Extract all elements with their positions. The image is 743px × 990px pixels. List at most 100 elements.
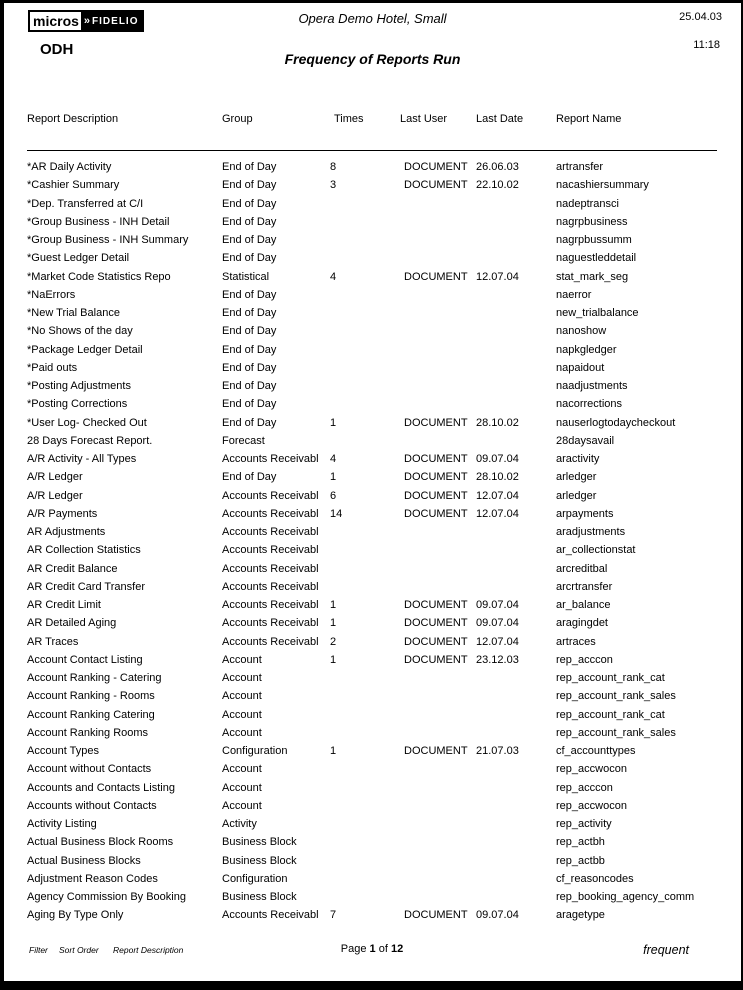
cell-report-description: *Group Business - INH Summary [27, 234, 189, 247]
table-row: A/R Ledger End of Day 1 DOCUMENT 28.10.02 arl… [27, 468, 717, 486]
cell-report-name: rep_accwocon [556, 763, 627, 776]
table-row: *Posting Adjustments End of Day naadjustme… [27, 377, 717, 395]
cell-times: 1 [330, 416, 337, 429]
cell-report-description: *NaErrors [27, 288, 76, 301]
cell-last-user: DOCUMENT [404, 909, 468, 922]
cell-report-description: Accounts without Contacts [27, 799, 157, 812]
table-row: 28 Days Forecast Report. Forecast 28daysav… [27, 432, 717, 450]
table-row: *New Trial Balance End of Day new_trialbal… [27, 304, 717, 322]
page-indicator: Page 1 of 12 [27, 943, 717, 955]
table-row: Agency Commission By Booking Business Blo… [27, 888, 717, 906]
table-row: *Package Ledger Detail End of Day napkgled… [27, 341, 717, 359]
cell-report-name: cf_reasoncodes [556, 872, 634, 885]
cell-group: End of Day [222, 398, 277, 411]
table-row: AR Traces Accounts Receivabl 2 DOCUMENT 12.0… [27, 633, 717, 651]
cell-report-name: new_trialbalance [556, 307, 639, 320]
table-row: *Paid outs End of Day napaidout [27, 359, 717, 377]
table-row: Account Ranking - Catering Account rep_acc… [27, 669, 717, 687]
cell-group: Account [222, 672, 262, 685]
cell-group: Configuration [222, 745, 288, 758]
cell-report-name: cf_accounttypes [556, 745, 636, 758]
cell-group: Accounts Receivabl [222, 489, 319, 502]
cell-group: Configuration [222, 872, 288, 885]
cell-report-name: nauserlogtodaycheckout [556, 416, 676, 429]
cell-report-description: AR Credit Card Transfer [27, 580, 145, 593]
report-file-name: frequent [643, 943, 689, 957]
cell-last-date: 28.10.02 [476, 416, 519, 429]
cell-report-name: nanoshow [556, 325, 607, 338]
cell-report-name: rep_account_rank_cat [556, 672, 665, 685]
table-row: *User Log- Checked Out End of Day 1 DOCUMEN… [27, 414, 717, 432]
cell-report-name: rep_booking_agency_comm [556, 891, 695, 904]
cell-group: End of Day [222, 361, 277, 374]
table-row: Actual Business Block Rooms Business Bloc… [27, 833, 717, 851]
table-row: Account Ranking - Rooms Account rep_accoun… [27, 687, 717, 705]
table-row: AR Collection Statistics Accounts Receiva… [27, 541, 717, 559]
cell-report-description: *Paid outs [27, 361, 78, 374]
cell-report-name: arledger [556, 489, 597, 502]
report-date: 25.04.03 [679, 11, 722, 23]
cell-last-user: DOCUMENT [404, 635, 468, 648]
cell-group: End of Day [222, 416, 277, 429]
cell-last-user: DOCUMENT [404, 270, 468, 283]
cell-group: Accounts Receivabl [222, 507, 319, 520]
cell-report-name: stat_mark_seg [556, 270, 629, 283]
table-row: Accounts and Contacts Listing Account rep_… [27, 779, 717, 797]
sort-order-value: Report Description [113, 945, 184, 955]
cell-group: Accounts Receivabl [222, 635, 319, 648]
table-row: AR Detailed Aging Accounts Receivabl 1 DOCU… [27, 614, 717, 632]
cell-last-user: DOCUMENT [404, 745, 468, 758]
fidelio-label: FIDELIO [92, 16, 139, 27]
cell-group: End of Day [222, 325, 277, 338]
cell-times: 8 [330, 161, 337, 174]
cell-group: End of Day [222, 161, 277, 174]
cell-report-description: Account Ranking Catering [27, 708, 155, 721]
cell-group: End of Day [222, 197, 277, 210]
micros-fidelio-logo: micros »FIDELIO [28, 10, 144, 32]
table-row: Account Types Configuration 1 DOCUMENT 21.07… [27, 742, 717, 760]
cell-group: End of Day [222, 288, 277, 301]
cell-report-name: naguestleddetail [556, 252, 637, 265]
table-row: Accounts without Contacts Account rep_accw… [27, 797, 717, 815]
cell-group: Account [222, 781, 262, 794]
cell-report-description: AR Credit Balance [27, 562, 118, 575]
cell-group: Business Block [222, 854, 297, 867]
cell-times: 7 [330, 909, 337, 922]
cell-group: End of Day [222, 252, 277, 265]
cell-group: Account [222, 799, 262, 812]
cell-group: Forecast [222, 434, 265, 447]
cell-last-date: 23.12.03 [476, 653, 519, 666]
table-header: Report Description Group Times Last User… [27, 113, 717, 125]
cell-report-description: A/R Activity - All Types [27, 453, 137, 466]
cell-report-description: *User Log- Checked Out [27, 416, 147, 429]
cell-times: 14 [330, 507, 343, 520]
table-row: *Market Code Statistics Repo Statistical 4… [27, 268, 717, 286]
cell-last-date: 21.07.03 [476, 745, 519, 758]
cell-group: End of Day [222, 179, 277, 192]
cell-report-description: 28 Days Forecast Report. [27, 434, 153, 447]
cell-report-description: A/R Payments [27, 507, 98, 520]
cell-times: 6 [330, 489, 337, 502]
table-row: AR Credit Balance Accounts Receivabl arcre… [27, 560, 717, 578]
cell-report-description: AR Credit Limit [27, 599, 101, 612]
column-header-times: Times [334, 113, 364, 125]
cell-last-user: DOCUMENT [404, 161, 468, 174]
table-row: *AR Daily Activity End of Day 8 DOCUMENT 26.… [27, 158, 717, 176]
cell-report-description: Account Ranking - Catering [27, 672, 162, 685]
table-row: Account Ranking Rooms Account rep_account_… [27, 724, 717, 742]
cell-report-description: AR Detailed Aging [27, 617, 117, 630]
cell-group: Account [222, 690, 262, 703]
cell-last-user: DOCUMENT [404, 617, 468, 630]
cell-times: 4 [330, 453, 337, 466]
cell-report-name: 28daysavail [556, 434, 615, 447]
cell-last-date: 12.07.04 [476, 270, 519, 283]
table-row: Actual Business Blocks Business Block rep_… [27, 852, 717, 870]
table-row: AR Adjustments Accounts Receivabl aradjust… [27, 523, 717, 541]
cell-report-description: Accounts and Contacts Listing [27, 781, 175, 794]
cell-group: Accounts Receivabl [222, 526, 319, 539]
cell-report-description: Actual Business Blocks [27, 854, 141, 867]
cell-group: Accounts Receivabl [222, 909, 319, 922]
cell-group: End of Day [222, 215, 277, 228]
cell-last-date: 09.07.04 [476, 453, 519, 466]
cell-last-user: DOCUMENT [404, 599, 468, 612]
